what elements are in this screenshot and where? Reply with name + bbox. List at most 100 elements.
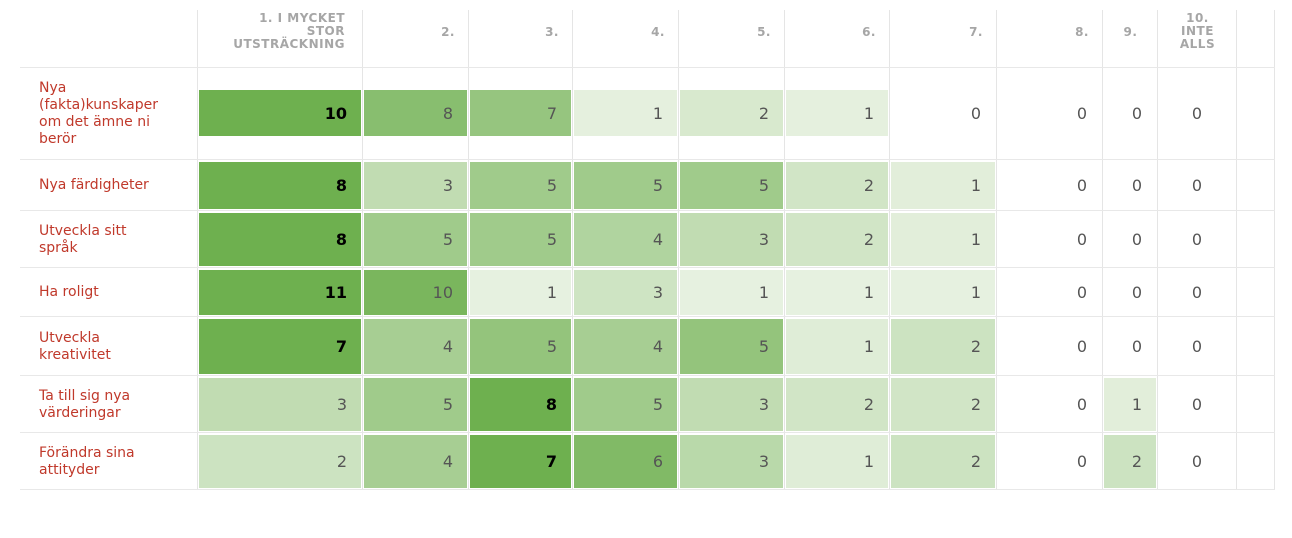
heatmap-cell: 0 — [1191, 395, 1203, 414]
column-header: 7. — [969, 25, 983, 39]
heatmap-cell: 8 — [470, 378, 571, 431]
row-divider — [20, 267, 1275, 268]
column-divider — [1236, 10, 1237, 490]
column-divider — [678, 10, 679, 490]
heatmap-cell: 3 — [574, 270, 677, 315]
heatmap-cell: 0 — [1076, 395, 1087, 414]
heatmap-cell: 3 — [680, 435, 783, 488]
heatmap-cell: 0 — [1076, 103, 1087, 123]
heatmap-cell: 0 — [1191, 283, 1203, 302]
heatmap-cell: 5 — [680, 162, 783, 209]
heatmap-cell: 5 — [364, 378, 467, 431]
column-divider — [1274, 10, 1275, 490]
column-header: 6. — [862, 25, 876, 39]
heatmap-cell: 4 — [574, 213, 677, 266]
heatmap-cell: 5 — [364, 213, 467, 266]
heatmap-cell: 4 — [364, 319, 467, 374]
heatmap-cell: 0 — [1191, 452, 1203, 471]
heatmap-cell: 0 — [970, 103, 981, 123]
column-divider — [784, 10, 785, 490]
row-divider — [20, 159, 1275, 160]
heatmap-cell: 6 — [574, 435, 677, 488]
heatmap-cell: 4 — [574, 319, 677, 374]
column-divider — [1157, 10, 1158, 490]
row-label: Utveckla sitt språk — [39, 222, 127, 256]
heatmap-cell: 5 — [574, 162, 677, 209]
heatmap-cell: 2 — [891, 435, 995, 488]
heatmap-cell: 3 — [364, 162, 467, 209]
heatmap-cell: 1 — [891, 162, 995, 209]
column-divider — [1102, 10, 1103, 490]
heatmap-cell: 0 — [1131, 337, 1142, 356]
heatmap-cell: 1 — [786, 270, 888, 315]
heatmap-cell: 0 — [1131, 230, 1142, 249]
heatmap-cell: 2 — [786, 378, 888, 431]
heatmap-cell: 0 — [1076, 452, 1087, 471]
row-label: Förändra sina attityder — [39, 444, 135, 478]
heatmap-cell: 7 — [199, 319, 361, 374]
row-divider — [20, 210, 1275, 211]
heatmap-cell: 1 — [680, 270, 783, 315]
heatmap-cell: 0 — [1191, 337, 1203, 356]
heatmap-cell: 1 — [786, 90, 888, 136]
heatmap-cell: 10 — [199, 90, 361, 136]
column-divider — [362, 10, 363, 490]
column-header: 2. — [441, 25, 455, 39]
heatmap-cell: 8 — [364, 90, 467, 136]
row-divider — [20, 316, 1275, 317]
column-header: 5. — [757, 25, 771, 39]
column-divider — [197, 10, 198, 490]
heatmap-cell: 1 — [786, 319, 888, 374]
heatmap-cell: 0 — [1191, 230, 1203, 249]
heatmap-cell: 0 — [1191, 176, 1203, 195]
heatmap-cell: 11 — [199, 270, 361, 315]
heatmap-cell: 5 — [680, 319, 783, 374]
heatmap-cell: 7 — [470, 90, 571, 136]
heatmap-cell: 2 — [786, 213, 888, 266]
heatmap-cell: 2 — [680, 90, 783, 136]
heatmap-cell: 0 — [1076, 337, 1087, 356]
column-header: 4. — [651, 25, 665, 39]
heatmap-cell: 2 — [1104, 435, 1156, 488]
heatmap-cell: 0 — [1131, 283, 1142, 302]
heatmap-cell: 2 — [786, 162, 888, 209]
heatmap-cell: 1 — [1104, 378, 1156, 431]
row-label: Ta till sig nya värderingar — [39, 387, 131, 421]
heatmap-cell: 0 — [1131, 103, 1142, 123]
heatmap-cell: 1 — [574, 90, 677, 136]
heatmap-cell: 2 — [891, 378, 995, 431]
column-header: 8. — [1075, 25, 1089, 39]
heatmap-cell: 0 — [1076, 176, 1087, 195]
heatmap-cell: 1 — [786, 435, 888, 488]
row-divider — [20, 375, 1275, 376]
column-divider — [572, 10, 573, 490]
column-divider — [889, 10, 890, 490]
heatmap-cell: 3 — [680, 213, 783, 266]
column-header: 1. I MYCKET STOR UTSTRÄCKNING — [233, 11, 345, 51]
heatmap-cell: 7 — [470, 435, 571, 488]
heatmap-cell: 0 — [1131, 176, 1142, 195]
row-divider — [20, 432, 1275, 433]
heatmap-cell: 5 — [470, 319, 571, 374]
heatmap-cell: 10 — [364, 270, 467, 315]
heatmap-cell: 8 — [199, 162, 361, 209]
heatmap-cell: 3 — [199, 378, 361, 431]
column-divider — [996, 10, 997, 490]
column-header: 3. — [545, 25, 559, 39]
column-header: 9. — [1123, 25, 1138, 39]
heatmap-cell: 5 — [470, 162, 571, 209]
row-label: Ha roligt — [39, 284, 99, 300]
row-label: Nya färdigheter — [39, 177, 149, 193]
heatmap-cell: 2 — [891, 319, 995, 374]
heatmap-cell: 4 — [364, 435, 467, 488]
heatmap-cell: 0 — [1076, 230, 1087, 249]
heatmap-cell: 5 — [470, 213, 571, 266]
heatmap-cell: 1 — [891, 270, 995, 315]
row-divider — [20, 489, 1275, 490]
row-label: Utveckla kreativitet — [39, 329, 111, 363]
heatmap-cell: 0 — [1191, 103, 1203, 123]
heatmap-cell: 3 — [680, 378, 783, 431]
column-divider — [468, 10, 469, 490]
heatmap-cell: 5 — [574, 378, 677, 431]
